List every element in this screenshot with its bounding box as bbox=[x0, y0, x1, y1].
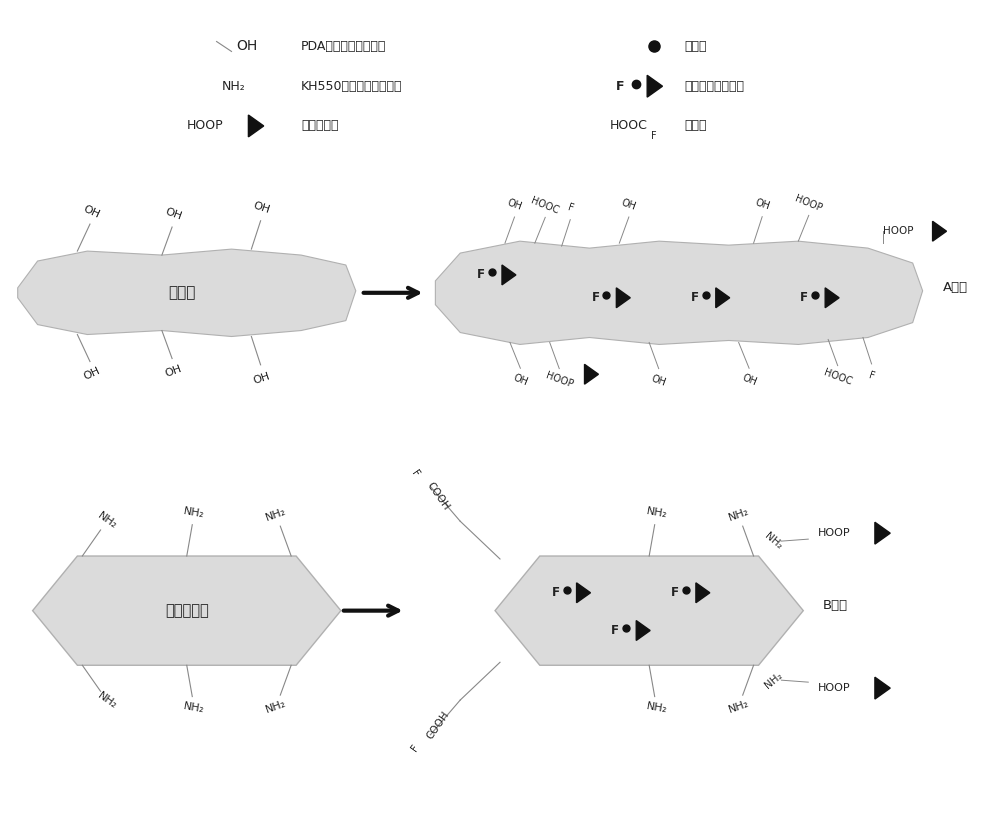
Text: F: F bbox=[616, 80, 624, 93]
Text: PDA改性后表面官能团: PDA改性后表面官能团 bbox=[301, 40, 386, 53]
Text: HOOC: HOOC bbox=[822, 367, 853, 387]
Polygon shape bbox=[696, 583, 710, 603]
Text: NH₂: NH₂ bbox=[96, 690, 119, 711]
Text: OH: OH bbox=[164, 364, 183, 379]
Text: NH₂: NH₂ bbox=[265, 506, 288, 524]
Text: OH: OH bbox=[252, 371, 272, 386]
Polygon shape bbox=[577, 583, 590, 603]
Polygon shape bbox=[585, 364, 598, 384]
Text: F: F bbox=[410, 469, 421, 479]
Polygon shape bbox=[875, 522, 890, 544]
Text: NH₂: NH₂ bbox=[727, 506, 750, 524]
Text: NH₂: NH₂ bbox=[183, 701, 206, 715]
Text: NH₂: NH₂ bbox=[727, 698, 750, 714]
Text: F: F bbox=[611, 624, 619, 637]
Text: F: F bbox=[691, 291, 699, 304]
Text: NH₂: NH₂ bbox=[645, 506, 668, 520]
Text: A组分: A组分 bbox=[943, 281, 968, 294]
Polygon shape bbox=[825, 288, 839, 307]
Text: F: F bbox=[477, 269, 485, 281]
Polygon shape bbox=[33, 556, 341, 665]
Polygon shape bbox=[18, 249, 356, 336]
Text: NH₂: NH₂ bbox=[763, 531, 784, 552]
Text: OH: OH bbox=[252, 200, 272, 215]
Text: OH: OH bbox=[512, 372, 529, 388]
Text: OH: OH bbox=[82, 203, 102, 219]
Text: HOOC: HOOC bbox=[609, 119, 647, 132]
Text: F: F bbox=[410, 742, 421, 753]
Text: HOOP: HOOP bbox=[818, 529, 851, 538]
Text: OH: OH bbox=[620, 198, 638, 212]
Polygon shape bbox=[933, 221, 947, 241]
Text: F: F bbox=[867, 370, 876, 381]
Text: OH: OH bbox=[82, 366, 102, 382]
Text: OH: OH bbox=[740, 372, 758, 388]
Text: 碳纤维: 碳纤维 bbox=[168, 285, 195, 300]
Text: HOOP: HOOP bbox=[794, 193, 824, 214]
Polygon shape bbox=[248, 115, 264, 137]
Text: COOH: COOH bbox=[425, 481, 452, 512]
Text: 聚多巴: 聚多巴 bbox=[684, 40, 706, 53]
Text: NH₂: NH₂ bbox=[645, 701, 668, 715]
Polygon shape bbox=[875, 677, 890, 699]
Text: OH: OH bbox=[164, 206, 183, 222]
Polygon shape bbox=[716, 288, 730, 307]
Text: OH: OH bbox=[754, 198, 771, 212]
Text: HOOC: HOOC bbox=[530, 196, 561, 215]
Text: 六方氮化硼: 六方氮化硼 bbox=[165, 603, 209, 618]
Text: NH₂: NH₂ bbox=[183, 506, 206, 520]
Polygon shape bbox=[616, 288, 630, 307]
Text: OH: OH bbox=[650, 373, 667, 388]
Text: KH550改性后表面官能团: KH550改性后表面官能团 bbox=[301, 80, 403, 93]
Text: NH₂: NH₂ bbox=[265, 698, 288, 714]
Text: F: F bbox=[566, 202, 574, 214]
Text: NH₂: NH₂ bbox=[763, 670, 784, 690]
Text: F: F bbox=[800, 291, 808, 304]
Text: B组分: B组分 bbox=[823, 599, 848, 612]
Text: HOOP: HOOP bbox=[883, 226, 913, 236]
Text: OH: OH bbox=[236, 39, 258, 53]
Text: HOOP: HOOP bbox=[544, 371, 574, 390]
Text: 全氟酸: 全氟酸 bbox=[684, 119, 706, 132]
Text: COOH: COOH bbox=[425, 709, 452, 741]
Text: HOOP: HOOP bbox=[187, 119, 223, 132]
Polygon shape bbox=[647, 76, 662, 97]
Text: 酸性分散剂: 酸性分散剂 bbox=[301, 119, 339, 132]
Polygon shape bbox=[495, 556, 803, 665]
Text: 全氟烷氧基氟化碳: 全氟烷氧基氟化碳 bbox=[684, 80, 744, 93]
Text: OH: OH bbox=[506, 198, 523, 212]
Text: F: F bbox=[651, 131, 657, 141]
Text: F: F bbox=[671, 586, 679, 599]
Text: F: F bbox=[552, 586, 560, 599]
Polygon shape bbox=[636, 621, 650, 640]
Text: HOOP: HOOP bbox=[818, 683, 851, 693]
Polygon shape bbox=[435, 241, 923, 344]
Polygon shape bbox=[502, 265, 516, 285]
Text: NH₂: NH₂ bbox=[222, 80, 245, 93]
Text: NH₂: NH₂ bbox=[96, 510, 119, 530]
Text: F: F bbox=[591, 291, 599, 304]
